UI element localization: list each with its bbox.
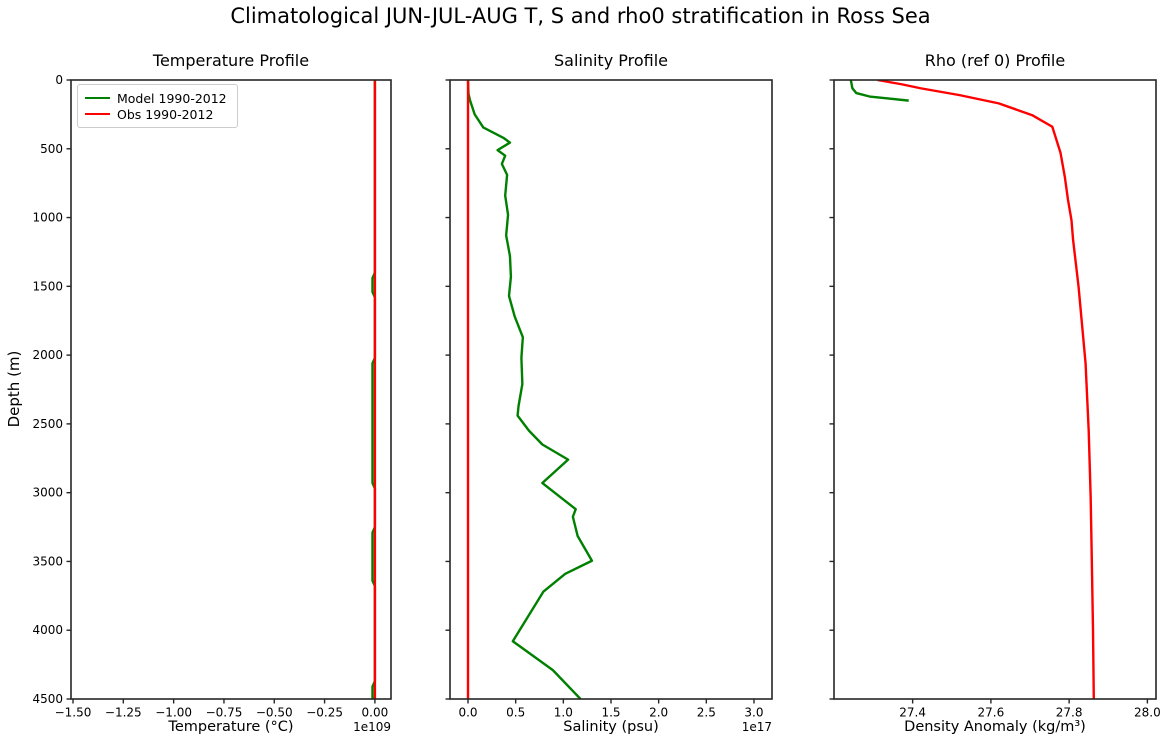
legend: Model 1990-2012 Obs 1990-2012 bbox=[77, 84, 238, 128]
legend-line-obs bbox=[85, 113, 110, 115]
svg-text:1000: 1000 bbox=[32, 211, 63, 225]
axis-offset-temperature: 1e109 bbox=[353, 720, 391, 734]
subplot-title-temperature: Temperature Profile bbox=[152, 51, 310, 70]
svg-text:−0.75: −0.75 bbox=[206, 706, 243, 720]
legend-label-model: Model 1990-2012 bbox=[117, 90, 227, 106]
svg-text:2.5: 2.5 bbox=[697, 706, 716, 720]
svg-text:4500: 4500 bbox=[32, 692, 63, 706]
svg-text:−1.50: −1.50 bbox=[55, 706, 92, 720]
svg-text:1500: 1500 bbox=[32, 279, 63, 293]
svg-text:28.0: 28.0 bbox=[1134, 706, 1161, 720]
svg-text:2500: 2500 bbox=[32, 417, 63, 431]
svg-text:500: 500 bbox=[40, 142, 63, 156]
legend-line-model bbox=[85, 97, 110, 99]
x-axis-label-temperature: Temperature (°C) bbox=[168, 719, 294, 735]
svg-text:0.5: 0.5 bbox=[506, 706, 525, 720]
svg-text:3000: 3000 bbox=[32, 486, 63, 500]
svg-text:27.6: 27.6 bbox=[978, 706, 1005, 720]
svg-text:1.0: 1.0 bbox=[554, 706, 573, 720]
svg-text:1.5: 1.5 bbox=[601, 706, 620, 720]
legend-label-obs: Obs 1990-2012 bbox=[117, 106, 214, 122]
svg-text:2.0: 2.0 bbox=[649, 706, 668, 720]
x-axis-label-rho: Density Anomaly (kg/m³) bbox=[904, 719, 1086, 735]
svg-text:−0.25: −0.25 bbox=[306, 706, 343, 720]
svg-text:0.0: 0.0 bbox=[458, 706, 477, 720]
svg-text:−1.00: −1.00 bbox=[155, 706, 192, 720]
x-axis-label-salinity: Salinity (psu) bbox=[563, 719, 659, 735]
subplot-title-rho: Rho (ref 0) Profile bbox=[924, 51, 1066, 70]
svg-text:0.00: 0.00 bbox=[362, 706, 389, 720]
legend-item-model: Model 1990-2012 bbox=[85, 90, 227, 106]
svg-text:−1.25: −1.25 bbox=[105, 706, 142, 720]
svg-text:−0.50: −0.50 bbox=[256, 706, 293, 720]
legend-item-obs: Obs 1990-2012 bbox=[85, 106, 227, 122]
axis-offset-salinity: 1e17 bbox=[741, 720, 772, 734]
svg-text:2000: 2000 bbox=[32, 348, 63, 362]
svg-text:27.8: 27.8 bbox=[1056, 706, 1083, 720]
svg-text:3.0: 3.0 bbox=[744, 706, 763, 720]
figure-suptitle: Climatological JUN-JUL-AUG T, S and rho0… bbox=[230, 4, 931, 28]
svg-text:27.4: 27.4 bbox=[899, 706, 926, 720]
svg-text:0: 0 bbox=[55, 73, 63, 87]
subplot-title-salinity: Salinity Profile bbox=[553, 51, 668, 70]
svg-text:3500: 3500 bbox=[32, 554, 63, 568]
svg-text:4000: 4000 bbox=[32, 623, 63, 637]
